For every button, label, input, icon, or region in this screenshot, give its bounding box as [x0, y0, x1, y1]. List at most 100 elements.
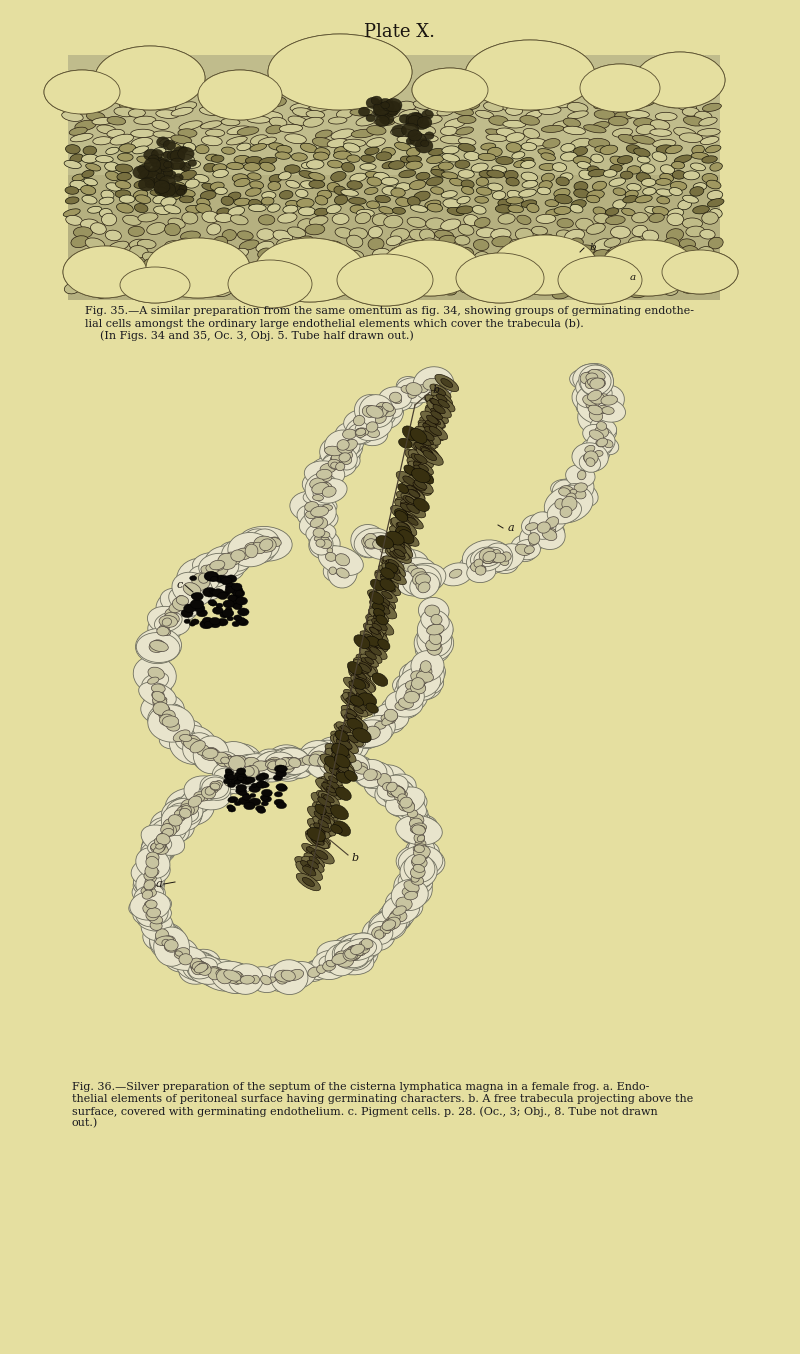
Ellipse shape: [63, 246, 147, 298]
Ellipse shape: [164, 161, 172, 168]
Ellipse shape: [445, 119, 466, 129]
Ellipse shape: [422, 448, 433, 456]
Ellipse shape: [455, 160, 470, 168]
Ellipse shape: [159, 624, 170, 632]
Ellipse shape: [336, 764, 349, 773]
Ellipse shape: [520, 115, 539, 125]
Ellipse shape: [153, 195, 166, 203]
Ellipse shape: [278, 750, 312, 772]
Ellipse shape: [458, 554, 490, 577]
Ellipse shape: [149, 640, 166, 653]
Ellipse shape: [414, 443, 427, 451]
Ellipse shape: [710, 162, 722, 171]
Ellipse shape: [653, 139, 676, 148]
Ellipse shape: [344, 714, 368, 731]
Ellipse shape: [402, 482, 422, 497]
Ellipse shape: [334, 723, 353, 737]
Ellipse shape: [186, 253, 202, 265]
Ellipse shape: [234, 802, 241, 806]
Ellipse shape: [262, 783, 270, 788]
Ellipse shape: [194, 175, 209, 183]
Ellipse shape: [310, 751, 329, 766]
Ellipse shape: [522, 515, 545, 535]
Ellipse shape: [503, 103, 525, 111]
Ellipse shape: [145, 632, 173, 659]
Ellipse shape: [370, 268, 387, 280]
Ellipse shape: [690, 162, 706, 171]
Ellipse shape: [418, 850, 428, 860]
Ellipse shape: [167, 152, 179, 161]
Ellipse shape: [174, 819, 182, 823]
Ellipse shape: [214, 286, 233, 297]
Ellipse shape: [150, 925, 185, 959]
Ellipse shape: [406, 161, 422, 169]
Ellipse shape: [261, 975, 271, 984]
Ellipse shape: [381, 102, 390, 108]
Ellipse shape: [168, 804, 195, 826]
Text: out.): out.): [72, 1118, 98, 1128]
Ellipse shape: [169, 586, 198, 611]
Ellipse shape: [255, 806, 265, 811]
Ellipse shape: [346, 418, 377, 444]
Ellipse shape: [382, 402, 394, 412]
Ellipse shape: [497, 260, 512, 271]
Ellipse shape: [167, 257, 182, 269]
Ellipse shape: [423, 451, 437, 460]
Ellipse shape: [152, 692, 165, 701]
Ellipse shape: [269, 760, 282, 770]
Ellipse shape: [314, 823, 326, 833]
Ellipse shape: [232, 589, 242, 596]
Ellipse shape: [180, 190, 195, 198]
Ellipse shape: [642, 230, 658, 241]
Ellipse shape: [633, 135, 655, 145]
Ellipse shape: [660, 173, 674, 181]
Ellipse shape: [102, 274, 118, 283]
Ellipse shape: [180, 171, 196, 180]
Ellipse shape: [191, 593, 198, 598]
Ellipse shape: [392, 540, 405, 550]
Ellipse shape: [388, 784, 414, 810]
Ellipse shape: [177, 558, 228, 601]
Ellipse shape: [381, 558, 398, 571]
Ellipse shape: [546, 517, 558, 528]
Ellipse shape: [431, 390, 453, 406]
Ellipse shape: [286, 758, 298, 768]
Ellipse shape: [267, 204, 280, 213]
Ellipse shape: [166, 183, 183, 196]
Ellipse shape: [362, 279, 378, 291]
Ellipse shape: [465, 41, 595, 110]
Ellipse shape: [397, 385, 425, 409]
Ellipse shape: [256, 241, 274, 252]
Ellipse shape: [498, 199, 511, 207]
Ellipse shape: [368, 638, 387, 651]
Ellipse shape: [395, 510, 408, 521]
Ellipse shape: [406, 486, 425, 500]
Ellipse shape: [237, 144, 251, 150]
Ellipse shape: [198, 960, 236, 987]
Ellipse shape: [234, 156, 250, 164]
Ellipse shape: [343, 677, 366, 693]
Ellipse shape: [386, 787, 425, 815]
Ellipse shape: [244, 766, 254, 776]
Ellipse shape: [373, 705, 406, 733]
Ellipse shape: [298, 207, 315, 215]
Ellipse shape: [153, 703, 169, 715]
Ellipse shape: [197, 609, 207, 617]
Ellipse shape: [230, 540, 262, 563]
Ellipse shape: [217, 271, 235, 283]
Ellipse shape: [176, 951, 218, 980]
Ellipse shape: [470, 547, 502, 571]
Ellipse shape: [410, 229, 426, 241]
Ellipse shape: [574, 364, 607, 394]
Ellipse shape: [194, 238, 210, 250]
Ellipse shape: [206, 565, 219, 573]
Ellipse shape: [82, 99, 105, 110]
Ellipse shape: [209, 777, 228, 793]
Ellipse shape: [314, 834, 325, 842]
Ellipse shape: [240, 975, 254, 984]
Ellipse shape: [166, 814, 186, 829]
Ellipse shape: [222, 753, 248, 773]
Ellipse shape: [441, 126, 458, 135]
Ellipse shape: [374, 911, 405, 934]
Ellipse shape: [403, 496, 416, 505]
